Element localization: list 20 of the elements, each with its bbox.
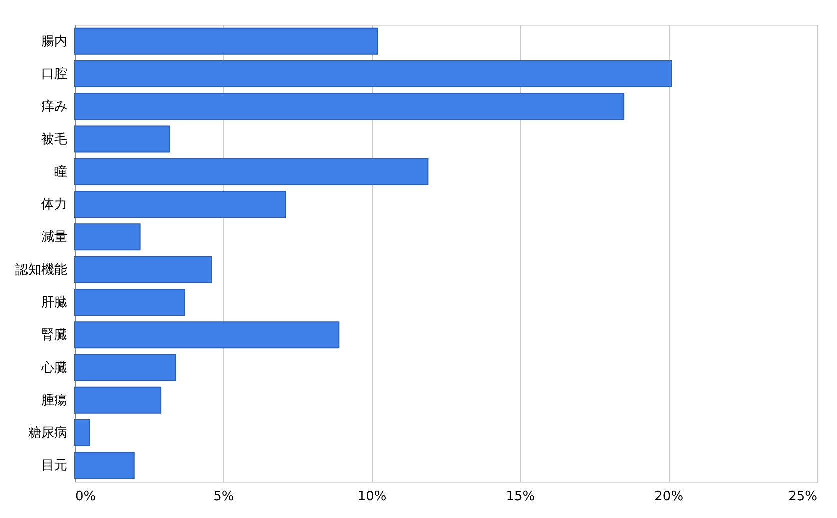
- y-tick-label: 心臓: [40, 360, 68, 376]
- y-tick-label: 減量: [42, 230, 68, 246]
- x-tick-label: 10%: [358, 490, 387, 504]
- y-tick-label: 目元: [42, 458, 68, 474]
- y-tick-label: 腸内: [42, 34, 68, 50]
- y-tick-label: 腎臓: [42, 328, 68, 344]
- y-tick-label: 被毛: [42, 132, 68, 148]
- y-tick-label: 認知機能: [16, 262, 68, 278]
- y-tick-label: 糖尿病: [28, 426, 68, 442]
- y-tick-label: 瞳: [54, 164, 68, 180]
- x-tick-label: 25%: [788, 490, 818, 504]
- x-tick-label: 20%: [654, 490, 684, 504]
- x-tick-label: 0%: [76, 490, 96, 504]
- x-tick-label: 5%: [214, 490, 234, 504]
- y-tick-label: 口腔: [42, 66, 68, 82]
- y-tick-label: 腫瘍: [42, 393, 68, 408]
- y-tick-label: 痒み: [42, 100, 68, 115]
- x-tick-label: 15%: [506, 490, 536, 504]
- y-tick-label: 肝臓: [42, 295, 68, 310]
- y-tick-label: 体力: [42, 198, 68, 213]
